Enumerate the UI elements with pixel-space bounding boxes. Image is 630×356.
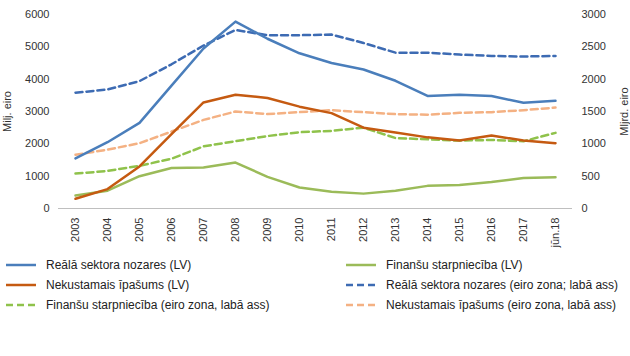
svg-text:1500: 1500 [582,105,606,117]
html-text:Reālā sektora nozares (eiro zo: Reālā sektora nozares (eiro zona; labā a… [386,278,619,292]
svg-text:6000: 6000 [25,8,49,20]
svg-text:0: 0 [43,202,49,214]
svg-text:Mljrd. eiro: Mljrd. eiro [618,87,630,135]
svg-text:2007: 2007 [197,218,209,242]
svg-text:2016: 2016 [485,218,497,242]
html-text:Reālā sektora nozares (LV): Reālā sektora nozares (LV) [46,258,192,272]
svg-text:2011: 2011 [325,218,337,242]
svg-text:4000: 4000 [25,73,49,85]
svg-text:5000: 5000 [25,40,49,52]
svg-text:1000: 1000 [25,170,49,182]
svg-text:2500: 2500 [582,40,606,52]
svg-text:2006: 2006 [165,218,177,242]
html-text:Finanšu starpniecība (eiro zon: Finanšu starpniecība (eiro zona, labā as… [46,298,270,312]
svg-text:3000: 3000 [582,8,606,20]
svg-text:3000: 3000 [25,105,49,117]
svg-text:jūn.18: jūn.18 [549,218,561,249]
svg-text:2010: 2010 [293,218,305,242]
svg-text:2004: 2004 [101,218,113,242]
svg-text:2013: 2013 [389,218,401,242]
svg-text:2003: 2003 [69,218,81,242]
html-text:Nekustamais īpašums (eiro zona: Nekustamais īpašums (eiro zona, labā ass… [386,298,617,312]
svg-text:2008: 2008 [229,218,241,242]
svg-text:2000: 2000 [582,73,606,85]
svg-text:2012: 2012 [357,218,369,242]
svg-text:500: 500 [582,170,600,182]
svg-text:2009: 2009 [261,218,273,242]
svg-text:2000: 2000 [25,137,49,149]
svg-text:2015: 2015 [453,218,465,242]
svg-text:1000: 1000 [582,137,606,149]
svg-text:2005: 2005 [133,218,145,242]
html-text:Finanšu starpniecība (LV): Finanšu starpniecība (LV) [386,258,523,272]
svg-text:0: 0 [582,202,588,214]
svg-text:2014: 2014 [421,218,433,242]
svg-text:Milj. eiro: Milj. eiro [1,91,13,132]
svg-text:2017: 2017 [517,218,529,242]
html-text:Nekustamais īpašums (LV): Nekustamais īpašums (LV) [46,278,190,292]
